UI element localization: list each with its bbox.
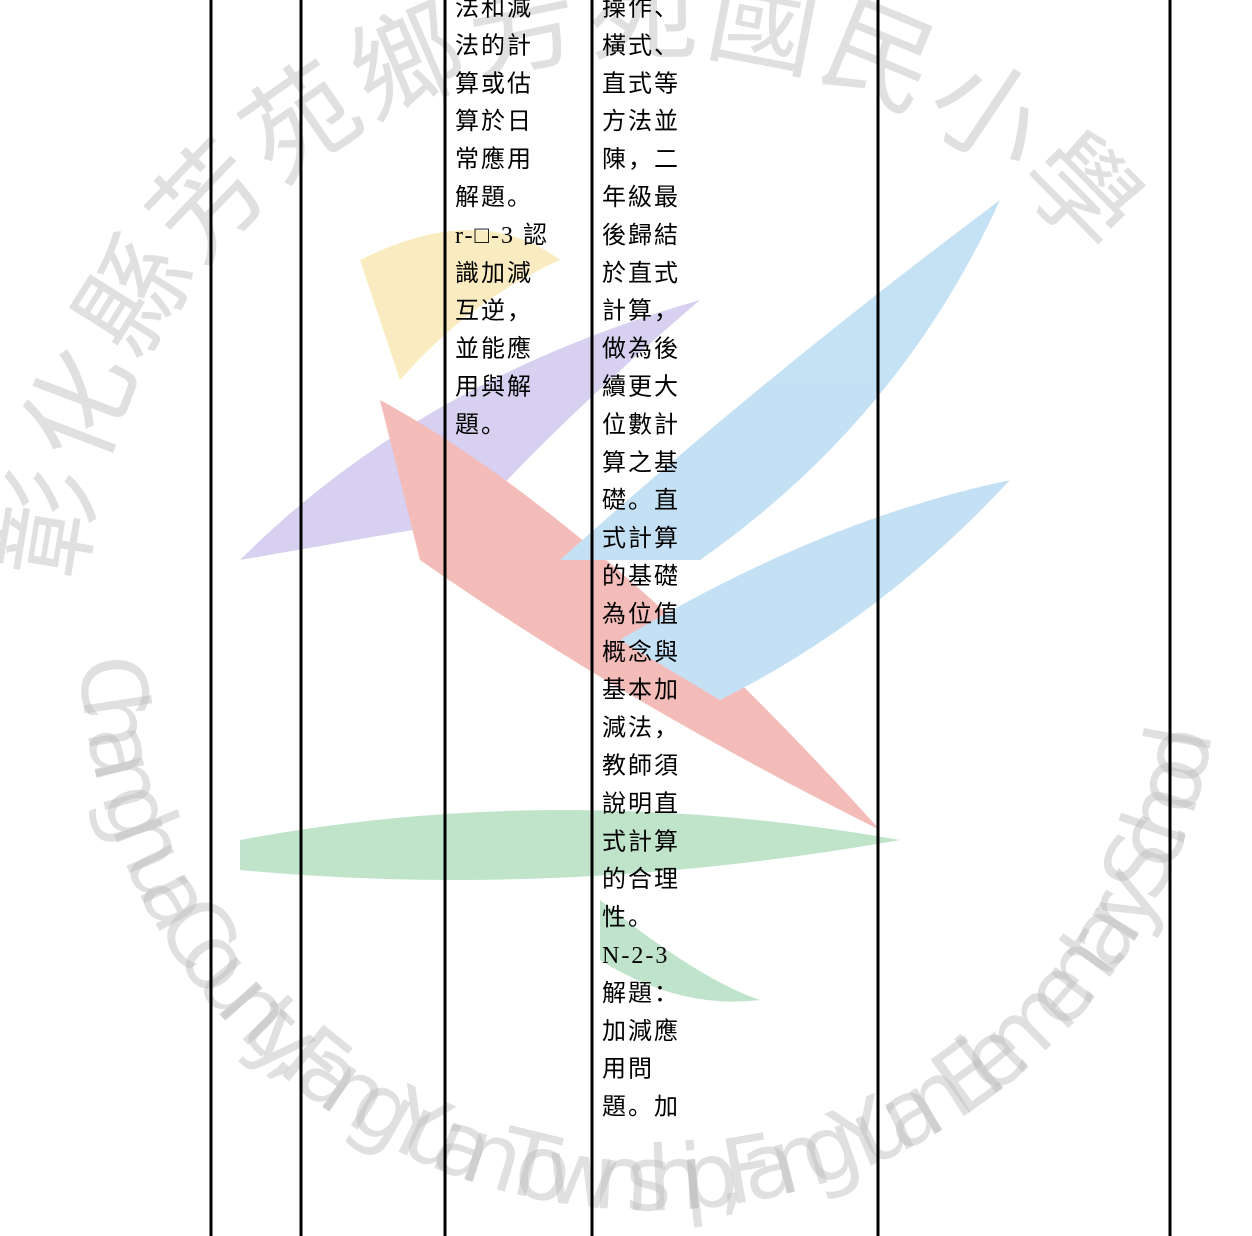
cell-line: 題。 [455,412,507,438]
cell-line: 直式等 [602,70,680,97]
cell-line: 礎。直 [602,487,680,514]
cell-line: 互逆， [455,298,533,325]
cell-line: 式計算 [602,525,680,552]
cell-line: 法的計 [455,32,533,59]
cell-line: 基本加 [602,677,680,704]
cell-line: 於直式 [602,260,680,287]
cell-line: 後歸結 [602,222,680,249]
cell-line: 減法， [602,715,680,742]
cell-line: 常應用 [455,146,533,173]
logo-shape [240,810,900,880]
logo-shape [240,300,700,560]
cell-line: 概念與 [602,639,680,666]
watermark-chinese: 彰化縣芳苑鄉芳苑國民小學 [0,0,1168,588]
cell-line: 的基礎 [602,563,680,590]
cell-line: 年級最 [602,184,680,211]
cell-line: 解題： [602,980,680,1007]
cell-line: 為位值 [602,601,680,628]
cell-line: 續更大 [602,374,680,401]
cell-line: 的合理 [602,866,680,893]
logo-shape [360,230,560,380]
cell-line: 橫式、 [602,32,680,59]
cell-line: 用與解 [455,374,533,401]
cell-line: 算於日 [455,108,533,135]
cell-line: 加減應 [602,1018,680,1045]
cell-line: 陳，二 [602,146,680,173]
logo-shape [600,900,760,1002]
logo-shape [380,400,880,830]
cell-line: 法和減 [455,0,533,22]
cell-line: 題。加 [602,1094,680,1121]
watermark-chinese-text: 彰化縣芳苑鄉芳苑國民小學 [0,0,1164,588]
cell-line: 教師須 [602,753,680,780]
cell-line: 用問 [602,1057,654,1083]
cell-line: 性。 [602,904,654,931]
table-lines [209,0,1172,1236]
cell-line: 並能應 [455,336,533,363]
cell-line: 識加減 [455,260,533,287]
cell-line: 計算， [602,298,680,325]
cell-line: N-2-3 [602,943,669,969]
cell-line: r-□-3 認 [455,222,549,249]
cell-line: 方法並 [602,108,680,135]
cell-line: 說明直 [602,790,680,817]
logo-shape [560,200,1000,560]
cell-line: 操作、 [602,0,680,22]
cell-line: 解題。 [455,184,533,211]
cell-line: 做為後 [602,336,680,363]
cell-line: 式計算 [602,828,680,855]
cell-line: 算或估 [455,70,533,97]
watermark-text: 彰化縣芳苑鄉芳苑國民小學 [0,0,1168,588]
cell-line: 位數計 [602,411,680,438]
watermark-logo [240,200,1010,1002]
cell-line: 算之基 [602,449,680,476]
logo-shape [620,480,1010,700]
